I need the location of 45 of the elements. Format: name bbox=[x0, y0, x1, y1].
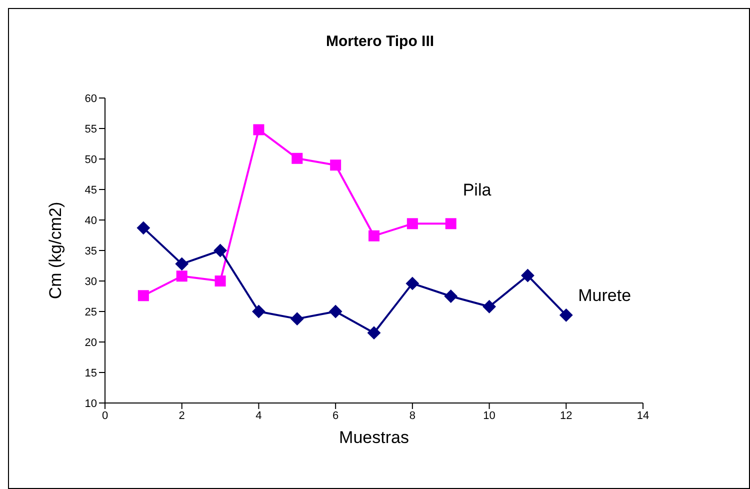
point bbox=[560, 308, 573, 322]
point bbox=[138, 290, 149, 302]
x-tick-label: 14 bbox=[636, 410, 650, 422]
x-axis-title: Muestras bbox=[339, 428, 409, 447]
x-tick-label: 8 bbox=[409, 410, 416, 422]
y-tick-label: 25 bbox=[84, 306, 97, 318]
y-axis-title: Cm (kg/cm2) bbox=[46, 202, 66, 300]
point bbox=[445, 218, 456, 230]
x-tick-label: 10 bbox=[483, 410, 496, 422]
y-tick-label: 55 bbox=[84, 123, 97, 136]
y-tick-label: 30 bbox=[84, 276, 97, 288]
y-tick-label: 50 bbox=[84, 154, 97, 166]
series-label: Pila bbox=[462, 180, 492, 200]
point bbox=[406, 218, 418, 230]
y-tick-label: 40 bbox=[84, 214, 97, 227]
point bbox=[444, 290, 458, 303]
point bbox=[521, 269, 534, 282]
x-tick-label: 4 bbox=[256, 410, 262, 422]
x-tick-label: 2 bbox=[178, 410, 185, 422]
y-tick-label: 10 bbox=[84, 398, 97, 410]
point bbox=[290, 312, 304, 326]
point bbox=[330, 160, 342, 171]
series-label: Murete bbox=[578, 286, 632, 306]
point bbox=[214, 244, 227, 257]
y-tick-label: 35 bbox=[84, 245, 97, 258]
point bbox=[292, 152, 303, 164]
point bbox=[329, 305, 342, 318]
chart-title: Mortero Tipo III bbox=[324, 33, 436, 50]
point bbox=[368, 230, 380, 242]
y-tick-label: 20 bbox=[84, 336, 97, 349]
x-tick-label: 12 bbox=[560, 410, 572, 422]
point bbox=[136, 221, 150, 234]
x-tick-label: 6 bbox=[332, 410, 339, 422]
y-tick-label: 60 bbox=[84, 92, 97, 105]
point bbox=[214, 276, 226, 286]
point bbox=[368, 326, 380, 340]
point bbox=[253, 124, 264, 136]
point bbox=[252, 305, 266, 318]
y-tick-label: 45 bbox=[84, 184, 97, 196]
y-tick-label: 15 bbox=[84, 367, 97, 380]
point bbox=[406, 276, 419, 290]
point bbox=[176, 270, 188, 282]
x-tick-label: 0 bbox=[102, 410, 108, 422]
point bbox=[482, 300, 496, 314]
point bbox=[175, 257, 188, 270]
